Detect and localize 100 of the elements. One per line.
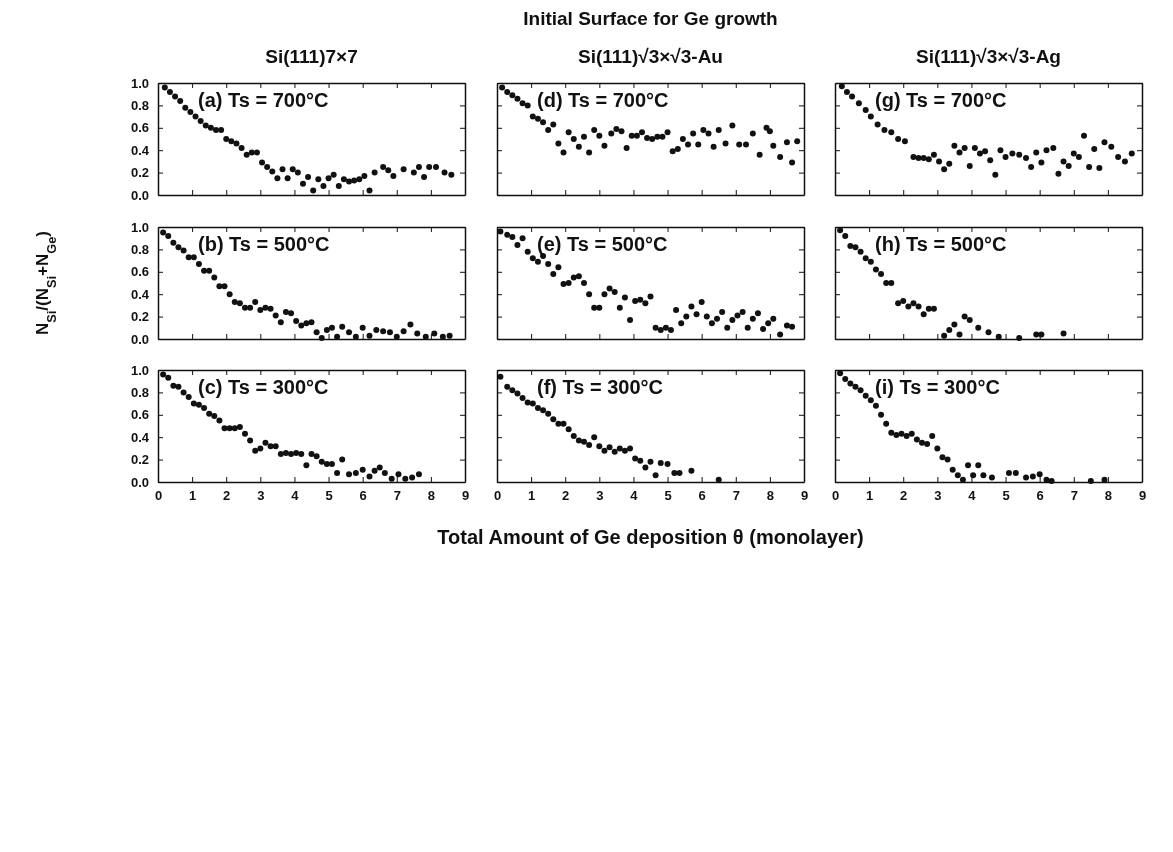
point — [842, 375, 849, 382]
point — [238, 144, 245, 151]
point — [908, 430, 915, 437]
x-tick-label: 8 — [427, 488, 436, 504]
point — [1075, 153, 1082, 160]
point — [241, 304, 248, 311]
point — [616, 304, 623, 311]
point — [966, 316, 973, 323]
point — [783, 139, 790, 146]
point — [305, 174, 312, 181]
point — [985, 329, 992, 336]
point — [555, 140, 562, 147]
chart-subtitle: Si(111)√3×√3-Ag — [916, 46, 1061, 67]
point — [936, 158, 943, 165]
point — [867, 258, 874, 265]
point — [642, 300, 649, 307]
point — [339, 323, 346, 330]
annotation: (c) Ts = 300°C — [198, 376, 329, 398]
point — [997, 147, 1004, 154]
point — [905, 303, 912, 310]
point — [739, 309, 746, 316]
point — [241, 430, 248, 437]
point — [1121, 158, 1128, 165]
point — [949, 466, 956, 473]
point — [606, 285, 613, 292]
x-tick-label: 6 — [359, 488, 367, 504]
point — [988, 474, 995, 481]
chart-subtitle: Si(111)7×7 — [265, 46, 358, 67]
point — [929, 433, 936, 440]
point — [359, 466, 366, 473]
point — [966, 162, 973, 169]
point — [253, 149, 260, 156]
point — [299, 180, 306, 187]
point — [1033, 149, 1040, 156]
point — [693, 311, 700, 318]
point — [910, 153, 917, 160]
point — [524, 102, 531, 109]
point — [257, 445, 264, 452]
point — [175, 244, 182, 251]
y-tick-label: 1.0 — [130, 219, 149, 235]
point — [837, 227, 844, 234]
point — [857, 387, 864, 394]
point — [565, 426, 572, 433]
point — [289, 166, 296, 173]
y-tick-label: 0.0 — [130, 187, 149, 203]
point — [930, 151, 937, 158]
point — [586, 291, 593, 298]
point — [736, 141, 743, 148]
point — [1043, 147, 1050, 154]
point — [867, 397, 874, 404]
x-tick-label: 6 — [698, 488, 706, 504]
point — [1065, 162, 1072, 169]
point — [606, 444, 613, 451]
y-tick-label: 0.4 — [130, 429, 150, 445]
point — [565, 129, 572, 136]
point — [685, 141, 692, 148]
point — [410, 169, 417, 176]
point — [335, 183, 342, 190]
point — [872, 402, 879, 409]
point — [1016, 151, 1023, 158]
point — [1009, 150, 1016, 157]
point — [206, 410, 213, 417]
point — [228, 138, 235, 145]
point — [1033, 331, 1040, 338]
annotation: (f) Ts = 300°C — [537, 376, 663, 398]
point — [683, 313, 690, 320]
chart-title: Initial Surface for Ge growth — [523, 8, 778, 29]
point — [843, 88, 850, 95]
point — [550, 416, 557, 423]
point — [688, 303, 695, 310]
point — [708, 320, 715, 327]
point — [862, 106, 869, 113]
point — [560, 149, 567, 156]
point — [623, 144, 630, 151]
point — [789, 323, 796, 330]
point — [371, 467, 378, 474]
x-tick-label: 5 — [325, 488, 333, 504]
point — [789, 159, 796, 166]
point — [211, 412, 218, 419]
point — [223, 136, 230, 142]
point — [371, 169, 378, 176]
point — [201, 405, 208, 412]
point — [504, 383, 511, 390]
point — [659, 133, 666, 140]
point — [514, 390, 521, 397]
point — [895, 300, 902, 307]
y-tick-label: 0.6 — [130, 264, 149, 280]
y-tick-label: 1.0 — [130, 75, 149, 91]
point — [248, 149, 255, 156]
point — [303, 320, 310, 327]
point — [211, 274, 218, 281]
point — [1128, 150, 1135, 157]
point — [356, 176, 363, 183]
point — [226, 425, 233, 432]
y-tick-label: 0.2 — [130, 165, 149, 181]
point — [334, 333, 341, 340]
point — [277, 451, 284, 457]
point — [715, 476, 722, 483]
point — [700, 127, 707, 134]
point — [252, 447, 259, 454]
